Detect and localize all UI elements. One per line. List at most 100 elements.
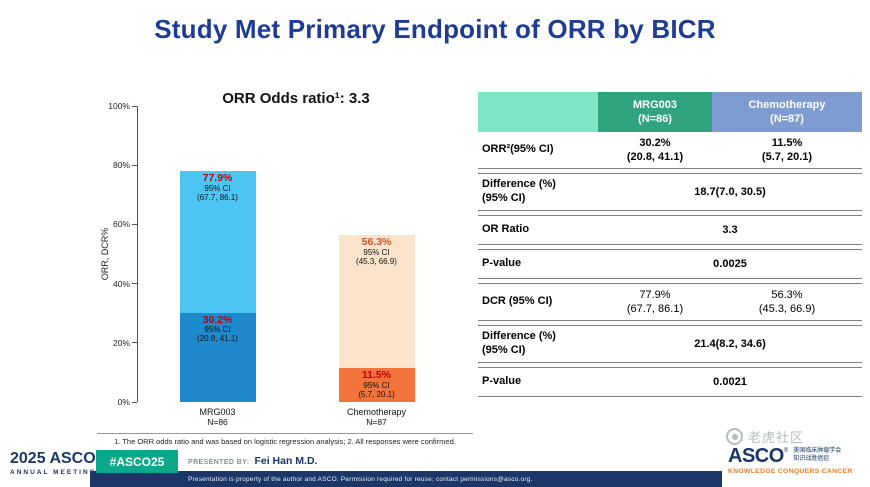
category-name: MRG003 xyxy=(199,407,236,417)
pct-label: 56.3% xyxy=(361,236,392,249)
asco-annual-meeting-logo: 2025 ASCO ANNUAL MEETING xyxy=(10,450,97,476)
disclaimer-text: Presentation is property of the author a… xyxy=(188,475,533,483)
table-row: ORR²(95% CI) 30.2% (20.8, 41.1) 11.5% (5.7, … xyxy=(478,132,862,169)
watermark: 老虎社区 xyxy=(726,427,804,446)
category-n: N=87 xyxy=(366,417,387,427)
meeting-word: ASCO xyxy=(49,450,96,467)
ci-label: 95% CI xyxy=(363,248,390,258)
presented-by: PRESENTED BY: Fei Han M.D. xyxy=(188,455,317,467)
y-tick-label: 20% xyxy=(112,337,130,348)
cell-combined: 0.0025 xyxy=(713,258,747,270)
hashtag-badge: #ASCO25 xyxy=(96,450,178,473)
bar-segment-orr xyxy=(338,367,415,402)
pct-label: 30.2% xyxy=(202,313,233,326)
ci-range: (45.3, 66.9) xyxy=(356,257,397,267)
row-label: Difference (%) (95% CI) xyxy=(482,178,556,204)
meeting-sub: ANNUAL MEETING xyxy=(10,468,97,476)
cell-combined: 21.4(8.2, 34.6) xyxy=(694,338,766,350)
y-tick-mark xyxy=(132,401,137,403)
asco-chinese-text: 美国临床肿瘤学会 知识战胜癌症 xyxy=(793,448,841,464)
presented-by-label: PRESENTED BY: xyxy=(188,459,250,466)
bar-chart-plot: ORR, DCR% 0% 20% 40% 60% 80% 100% 30.2% 95% CI(… xyxy=(100,101,456,427)
asco-cn-line1: 美国临床肿瘤学会 xyxy=(793,448,842,455)
pct-label: 11.5% xyxy=(361,368,392,381)
bar-mrg003: 30.2% 95% CI (20.8, 41.1) 77.9% 95% CI (67.7,… xyxy=(179,106,256,402)
y-tick-label: 0% xyxy=(117,397,130,407)
ci-label: 95% CI xyxy=(363,380,390,390)
cell-combined: 0.0021 xyxy=(713,376,747,388)
asco-wordmark: ASCO xyxy=(728,445,784,467)
bar-segment-dcr xyxy=(179,171,256,313)
meeting-year: 2025 xyxy=(10,450,46,467)
ci-range: (67.7, 86.1) xyxy=(197,193,238,203)
asco-registered-mark: ® xyxy=(783,448,789,454)
cell-chemotherapy: 56.3% (45.3, 66.9) xyxy=(758,288,816,315)
chart-panel: ORR Odds ratio¹: 3.3 ORR, DCR% 0% 20% 40% 6… xyxy=(95,86,473,454)
slide-title: Study Met Primary Endpoint of ORR by BIC… xyxy=(154,14,716,44)
y-tick-mark xyxy=(132,105,137,107)
row-label: OR Ratio xyxy=(482,223,530,236)
chart-footnote: 1. The ORR odds ratio and was based on l… xyxy=(97,433,473,446)
meeting-logo-line1: 2025 ASCO xyxy=(10,450,97,468)
row-label: ORR²(95% CI) xyxy=(482,143,554,156)
y-axis-label: ORR, DCR% xyxy=(100,227,110,281)
y-tick-label: 60% xyxy=(112,219,130,230)
table-row: P-value 0.0025 xyxy=(478,250,862,279)
table-row: DCR (95% CI) 77.9% (67.7, 86.1) 56.3% (45.3,… xyxy=(478,284,862,321)
table-row-spacer xyxy=(478,245,862,250)
asco-logo: ASCO ® 美国临床肿瘤学会 知识战胜癌症 KNOWLEDGE CONQUER… xyxy=(728,446,853,475)
row-label: Difference (%) (95% CI) xyxy=(482,330,556,356)
cell-mrg003: 30.2% (20.8, 41.1) xyxy=(626,136,684,163)
watermark-text: 老虎社区 xyxy=(748,430,805,445)
results-table: MRG003 (N=86) Chemotherapy (N=87) ORR²(9… xyxy=(478,92,862,397)
table-row: Difference (%) (95% CI) 18.7(7.0, 30.5) xyxy=(478,174,862,211)
category-n: N=86 xyxy=(207,417,228,427)
ci-range: (5.7, 20.1) xyxy=(358,389,395,399)
table-row: P-value 0.0021 xyxy=(478,368,862,397)
pct-label: 77.9% xyxy=(202,172,233,185)
bar-annotation: 77.9% 95% CI (67.7, 86.1) xyxy=(180,171,256,203)
header-chemo-n: (N=87) xyxy=(770,113,804,125)
row-label: P-value xyxy=(482,375,522,388)
category-name: Chemotherapy xyxy=(346,407,407,417)
y-tick-mark xyxy=(132,342,137,344)
chart-title: ORR Odds ratio¹: 3.3 xyxy=(222,90,370,107)
table-row-spacer xyxy=(478,211,862,216)
table-row-spacer xyxy=(478,321,862,326)
ci-range: (20.8, 41.1) xyxy=(197,334,238,344)
cell-combined: 18.7(7.0, 30.5) xyxy=(694,186,766,198)
y-tick-mark xyxy=(132,223,137,225)
row-label: DCR (95% CI) xyxy=(482,295,553,308)
table-row-spacer xyxy=(478,279,862,284)
y-tick-label: 80% xyxy=(112,160,130,171)
table-row: Difference (%) (95% CI) 21.4(8.2, 34.6) xyxy=(478,326,862,363)
table-header-chemotherapy: Chemotherapy (N=87) xyxy=(712,92,862,132)
x-category-label: MRG003 N=86 xyxy=(158,407,278,427)
bar-chemotherapy: 11.5% 95% CI (5.7, 20.1) 56.3% 95% CI (45.3, … xyxy=(338,106,415,402)
camera-icon xyxy=(726,428,743,445)
table-header-empty xyxy=(478,92,598,132)
y-tick-mark xyxy=(132,164,137,166)
table-row-spacer xyxy=(478,363,862,368)
table-row: OR Ratio 3.3 xyxy=(478,216,862,245)
asco-tagline: KNOWLEDGE CONQUERS CANCER xyxy=(728,468,853,475)
y-tick-label: 40% xyxy=(112,278,130,289)
header-mrg003-n: (N=86) xyxy=(638,113,672,125)
y-tick-label: 100% xyxy=(108,101,130,111)
header-mrg003-name: MRG003 xyxy=(632,98,678,111)
presenter-name: Fei Han M.D. xyxy=(254,455,318,467)
ci-label: 95% CI xyxy=(204,184,231,194)
cell-combined: 3.3 xyxy=(722,224,738,236)
asco-cn-line2: 知识战胜癌症 xyxy=(793,456,830,462)
table-row-spacer xyxy=(478,169,862,174)
header-chemo-name: Chemotherapy xyxy=(748,98,826,111)
bar-segment-orr xyxy=(179,312,256,402)
table-body: ORR²(95% CI) 30.2% (20.8, 41.1) 11.5% (5.7, … xyxy=(478,132,862,397)
ci-label: 95% CI xyxy=(204,325,231,335)
cell-mrg003: 77.9% (67.7, 86.1) xyxy=(626,288,684,315)
table-header-mrg003: MRG003 (N=86) xyxy=(598,92,712,132)
bar-annotation: 56.3% 95% CI (45.3, 66.9) xyxy=(339,235,415,267)
x-category-label: Chemotherapy N=87 xyxy=(317,407,437,427)
table-header-row: MRG003 (N=86) Chemotherapy (N=87) xyxy=(478,92,862,132)
